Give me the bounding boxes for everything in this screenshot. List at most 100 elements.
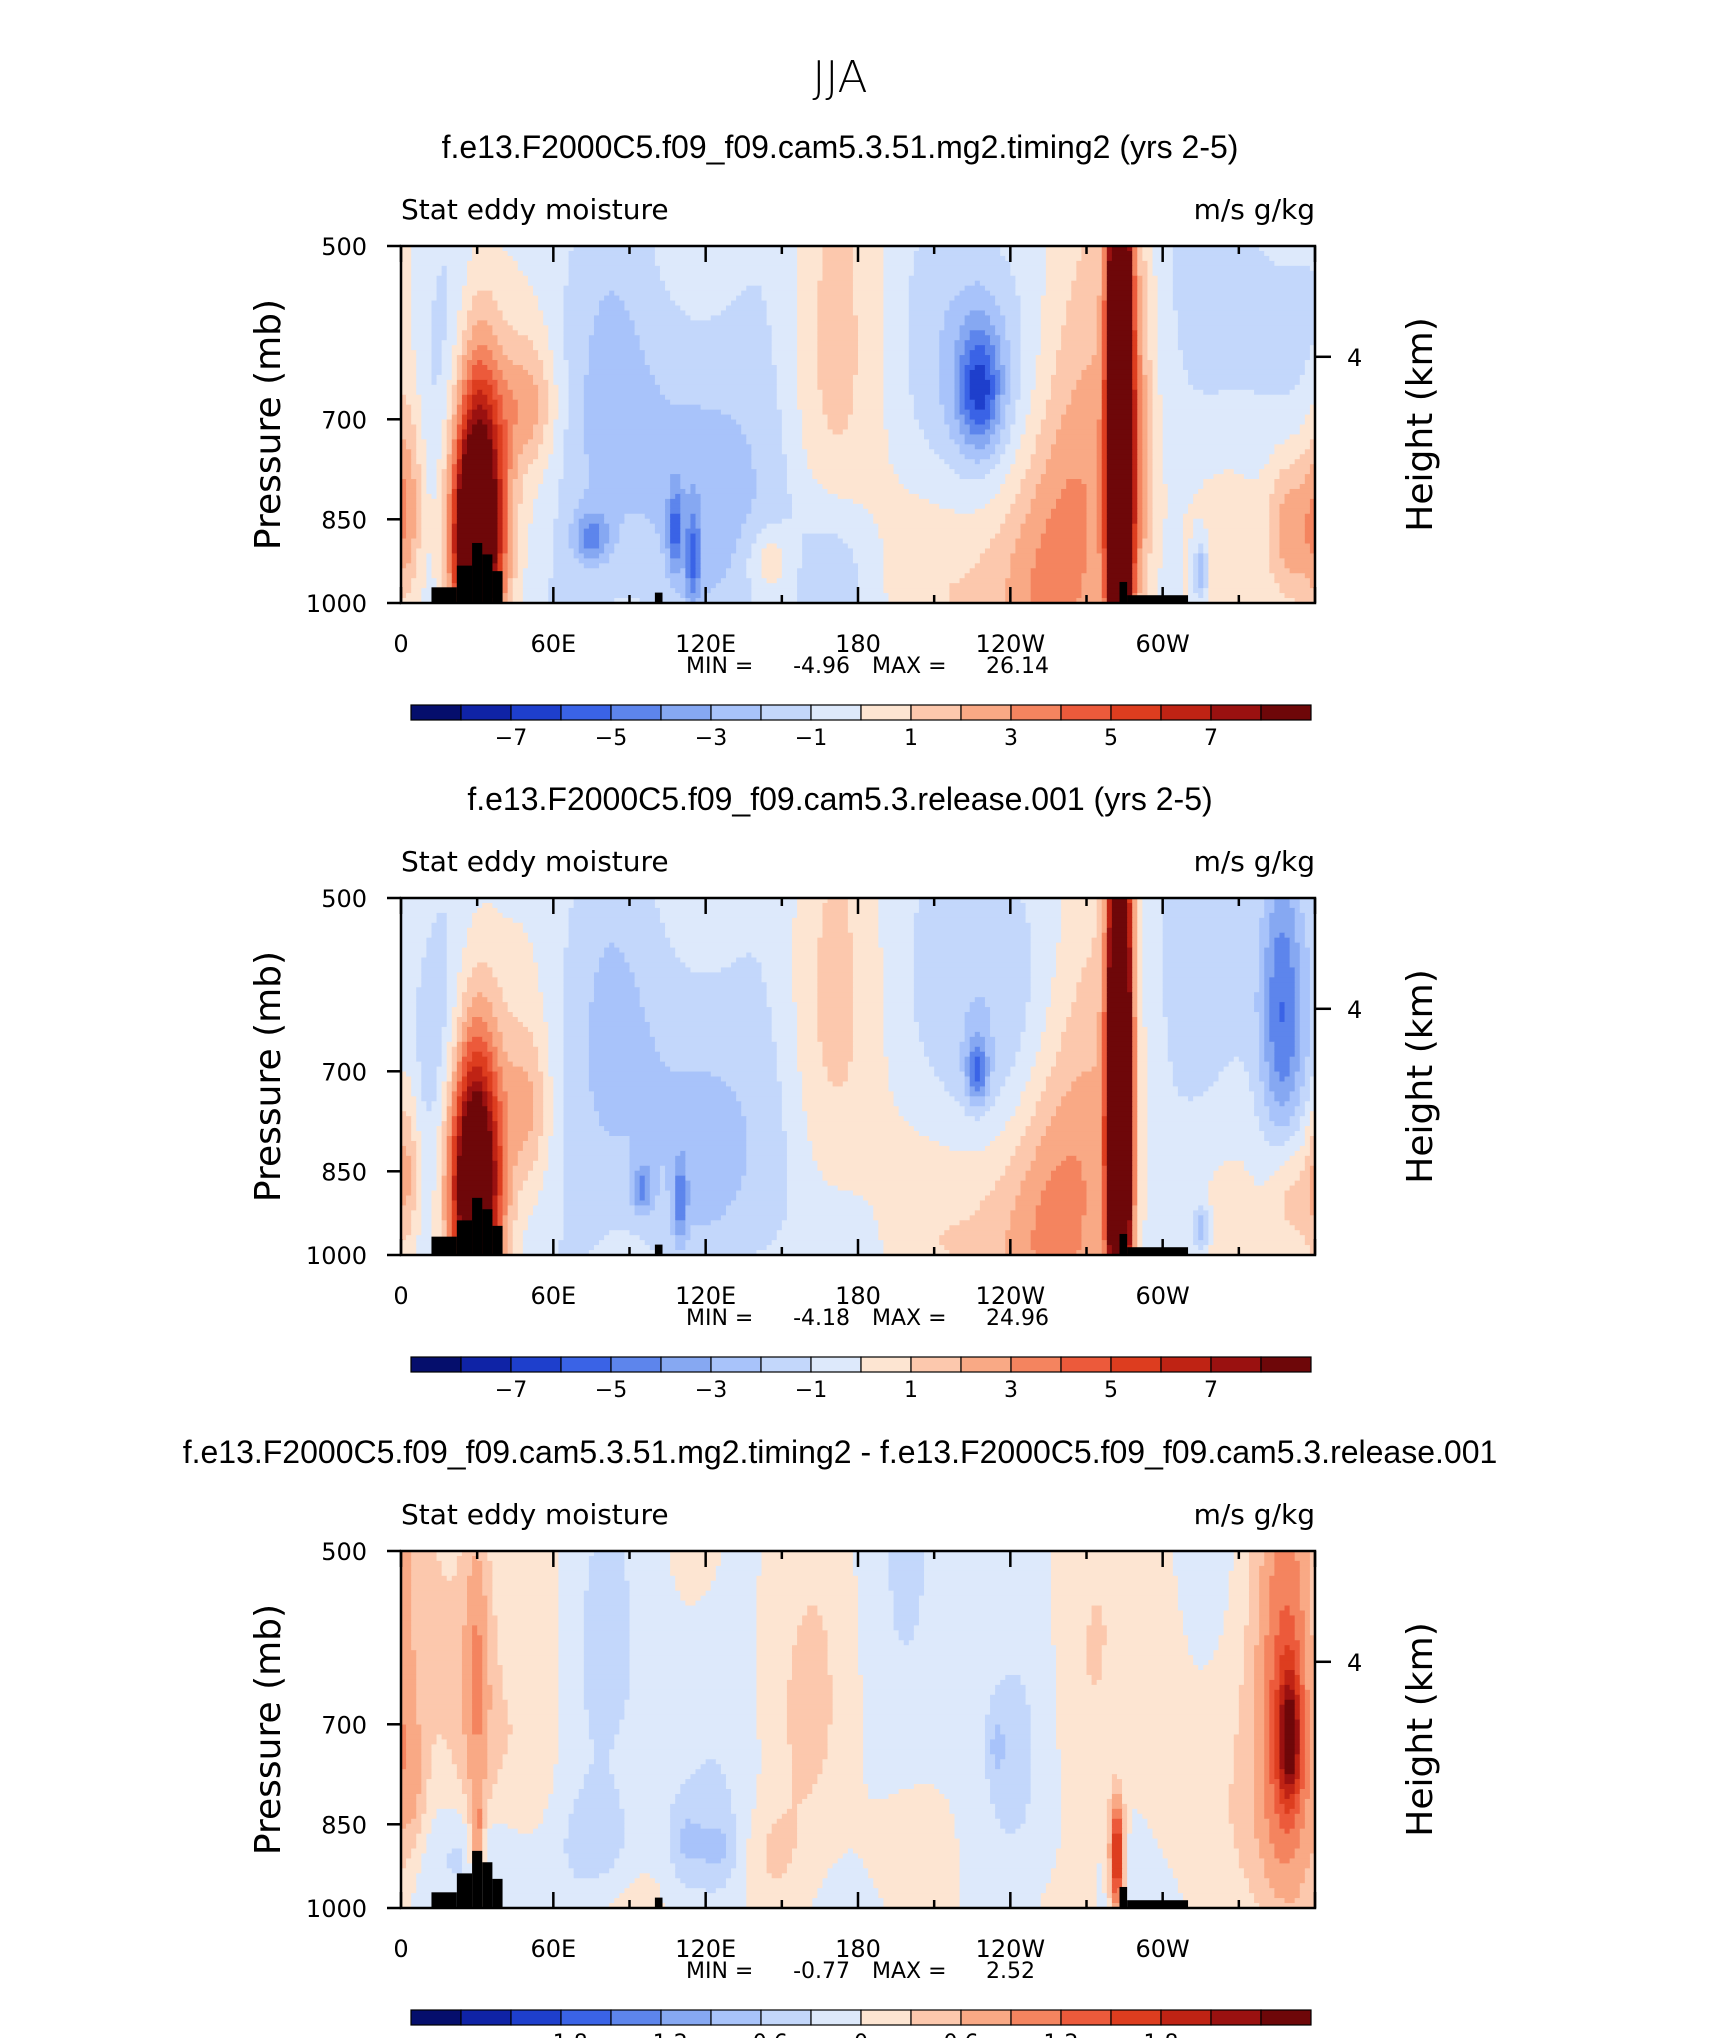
- contour-cell: [563, 1076, 590, 1083]
- contour-cell: [512, 573, 519, 579]
- contour-cell: [766, 982, 793, 988]
- contour-cell: [1101, 280, 1108, 287]
- contour-cell: [467, 429, 473, 436]
- contour-cell: [847, 912, 879, 919]
- contour-cell: [802, 538, 844, 545]
- contour-cell: [1045, 1012, 1072, 1018]
- contour-cell: [1010, 553, 1037, 559]
- contour-cell: [553, 538, 570, 545]
- contour-cell: [644, 350, 773, 356]
- contour-cell: [944, 404, 956, 411]
- contour-cell: [411, 1131, 422, 1137]
- contour-cell: [1304, 937, 1316, 944]
- contour-cell: [766, 992, 793, 998]
- contour-cell: [964, 340, 991, 346]
- contour-cell: [984, 1101, 996, 1107]
- contour-cell: [1152, 488, 1169, 495]
- contour-cell: [1142, 987, 1164, 993]
- contour-cell: [1025, 518, 1047, 525]
- contour-cell: [1294, 932, 1306, 939]
- contour-cell: [984, 1071, 991, 1078]
- contour-cell: [1233, 469, 1260, 475]
- contour-cell: [512, 255, 570, 262]
- contour-cell: [1030, 399, 1047, 406]
- contour-cell: [431, 310, 448, 317]
- contour-cell: [416, 479, 422, 485]
- contour-cell: [497, 389, 514, 396]
- contour-cell: [1010, 265, 1047, 272]
- contour-cell: [426, 1106, 433, 1112]
- contour-cell: [680, 305, 727, 312]
- contour-cell: [731, 300, 768, 307]
- contour-cell: [568, 384, 585, 391]
- contour-cell: [502, 518, 509, 525]
- contour-cell: [797, 295, 818, 302]
- contour-cell: [797, 369, 818, 376]
- contour-cell: [451, 488, 458, 495]
- contour-cell: [1106, 444, 1133, 450]
- contour-cell: [441, 1116, 448, 1122]
- contour-cell: [1106, 917, 1113, 924]
- contour-cell: [593, 982, 636, 988]
- contour-cell: [563, 1031, 590, 1038]
- contour-cell: [401, 464, 412, 470]
- contour-cell: [1147, 1081, 1174, 1088]
- contour-cell: [421, 1086, 438, 1092]
- contour-cell: [411, 340, 433, 346]
- contour-cell: [1040, 320, 1067, 326]
- contour-cell: [781, 548, 803, 555]
- contour-cell: [1162, 992, 1255, 998]
- contour-cell: [1010, 260, 1047, 267]
- contour-cell: [1142, 967, 1164, 973]
- contour-cell: [817, 1002, 854, 1008]
- contour-cell: [995, 295, 1022, 302]
- contour-cell: [436, 1136, 443, 1142]
- contour-cell: [812, 474, 900, 480]
- contour-cell: [446, 982, 458, 988]
- contour-cell: [467, 932, 529, 939]
- contour-cell: [1132, 942, 1138, 949]
- contour-cell: [1279, 469, 1311, 475]
- contour-cell: [1137, 518, 1143, 525]
- contour-cell: [680, 474, 758, 480]
- contour-cell: [1096, 300, 1103, 307]
- contour-cell: [563, 469, 590, 475]
- contour-cell: [720, 310, 768, 317]
- contour-cell: [416, 379, 433, 386]
- contour-cell: [553, 543, 570, 550]
- contour-cell: [1137, 384, 1143, 391]
- contour-cell: [441, 1136, 448, 1142]
- contour-cell: [1132, 992, 1138, 998]
- contour-cell: [1274, 947, 1291, 954]
- contour-cell: [487, 1106, 493, 1112]
- contour-cell: [1269, 1026, 1296, 1033]
- contour-cell: [472, 374, 493, 381]
- contour-cell: [1101, 330, 1108, 336]
- contour-cell: [563, 434, 585, 440]
- contour-cell: [401, 967, 422, 973]
- contour-cell: [467, 1101, 483, 1107]
- contour-cell: [1030, 394, 1052, 401]
- contour-cell: [416, 1036, 443, 1043]
- contour-cell: [492, 1155, 499, 1162]
- contour-cell: [984, 1111, 1017, 1117]
- contour-cell: [1182, 583, 1189, 589]
- contour-cell: [741, 290, 763, 297]
- contour-cell: [1264, 1017, 1270, 1023]
- contour-cell: [456, 493, 499, 500]
- contour-cell: [939, 369, 956, 376]
- contour-cell: [477, 389, 483, 396]
- contour-cell: [1203, 523, 1270, 530]
- contour-cell: [497, 424, 504, 431]
- contour-cell: [497, 1076, 504, 1083]
- contour-cell: [756, 533, 803, 540]
- contour-cell: [1045, 1086, 1072, 1092]
- contour-cell: [436, 1145, 443, 1152]
- contour-cell: [781, 518, 874, 525]
- contour-cell: [1000, 389, 1006, 396]
- contour-cell: [548, 1140, 565, 1147]
- contour-cell: [588, 369, 651, 376]
- contour-cell: [1106, 320, 1133, 326]
- contour-cell: [1309, 967, 1316, 973]
- contour-cell: [731, 414, 783, 421]
